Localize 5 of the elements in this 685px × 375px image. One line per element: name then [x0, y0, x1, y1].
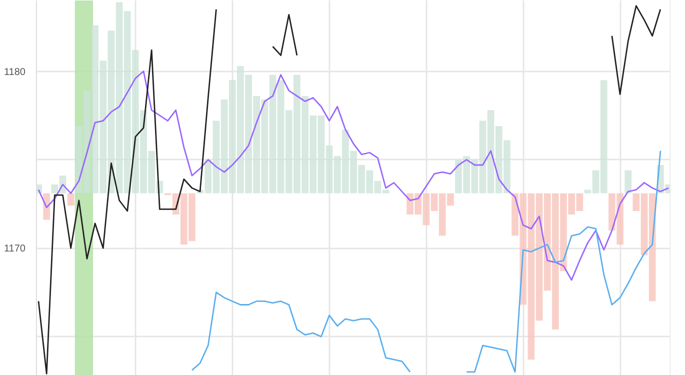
- line-series: [38, 70, 670, 281]
- bar: [67, 193, 74, 206]
- bar: [624, 170, 632, 194]
- y-tick-label: 1170: [4, 244, 26, 255]
- y-tick-label: 1180: [4, 66, 26, 78]
